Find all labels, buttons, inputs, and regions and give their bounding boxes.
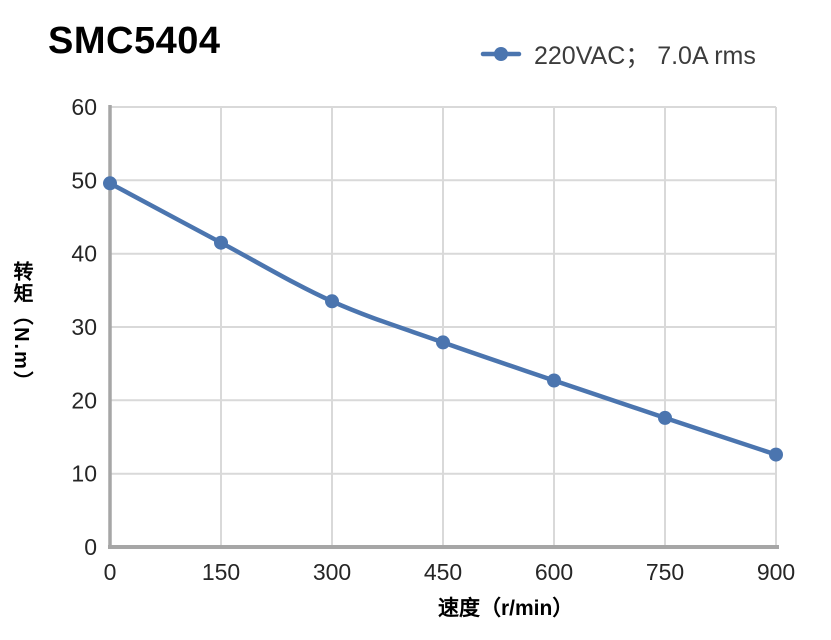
x-axis-title: 速度（r/min） — [438, 597, 574, 620]
y-tick-label: 30 — [71, 314, 97, 340]
legend-line-marker-icon — [480, 47, 522, 61]
data-point-marker — [658, 410, 672, 425]
y-tick-label: 0 — [84, 534, 97, 560]
data-point-marker — [214, 235, 228, 250]
y-tick-label: 40 — [71, 241, 97, 267]
y-axis-title: 转矩（N.m） — [10, 261, 32, 393]
data-point-marker — [547, 373, 561, 388]
data-point-marker — [769, 447, 783, 462]
x-tick-label: 450 — [424, 559, 462, 585]
legend-label: 220VAC； 7.0A rms — [534, 42, 756, 70]
x-tick-label: 0 — [104, 559, 117, 585]
data-point-marker — [436, 335, 450, 350]
chart-title: SMC5404 — [48, 20, 221, 62]
data-point-marker — [325, 294, 339, 309]
x-tick-label: 600 — [535, 559, 573, 585]
y-tick-label: 60 — [71, 94, 97, 120]
x-tick-label: 750 — [646, 559, 684, 585]
data-point-marker — [103, 176, 117, 191]
x-tick-label: 300 — [313, 559, 351, 585]
x-tick-label: 900 — [757, 559, 795, 585]
legend: 220VAC； 7.0A rms — [480, 36, 756, 72]
y-tick-label: 10 — [71, 461, 97, 487]
y-tick-label: 20 — [71, 387, 97, 413]
y-tick-label: 50 — [71, 167, 97, 193]
x-tick-label: 150 — [202, 559, 240, 585]
